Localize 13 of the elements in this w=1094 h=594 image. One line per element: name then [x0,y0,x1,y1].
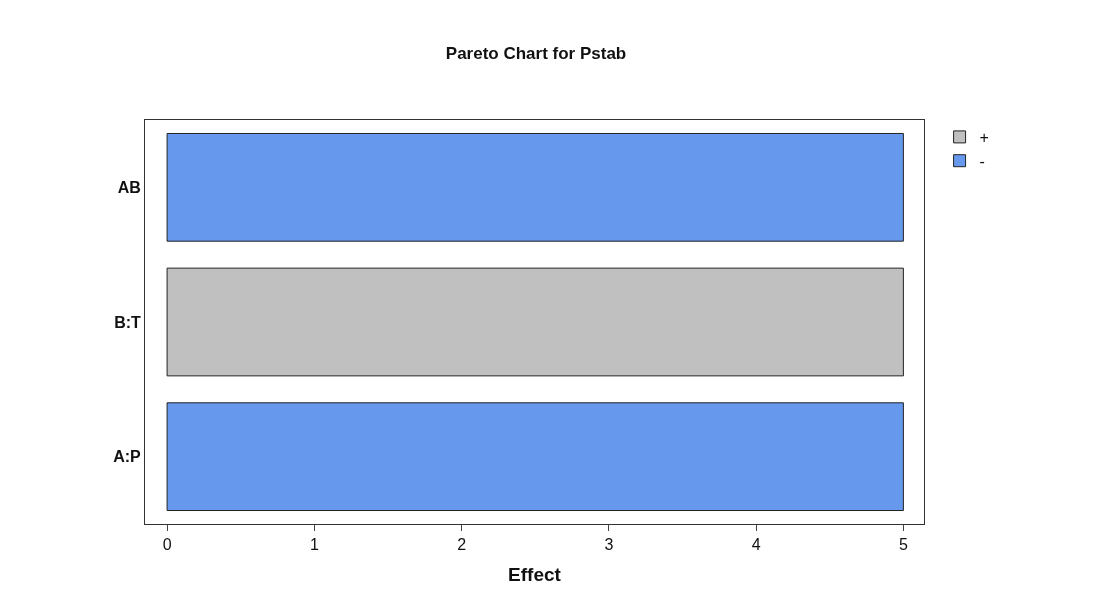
x-tick-label: 4 [751,536,761,554]
y-tick-label: AB [117,178,141,196]
legend-label: - [979,152,985,170]
legend-label: + [979,129,989,147]
y-tick-label: B:T [114,313,142,331]
x-tick-label: 2 [457,536,467,554]
x-tick-label: 3 [604,536,614,554]
x-tick-label: 1 [309,536,319,554]
x-tick-label: 0 [162,536,172,554]
x-axis-title: Effect [508,564,562,585]
chart-title: Pareto Chart for Pstab [445,44,627,64]
y-tick-label: A:P [113,448,142,466]
x-tick-label: 5 [898,536,908,554]
